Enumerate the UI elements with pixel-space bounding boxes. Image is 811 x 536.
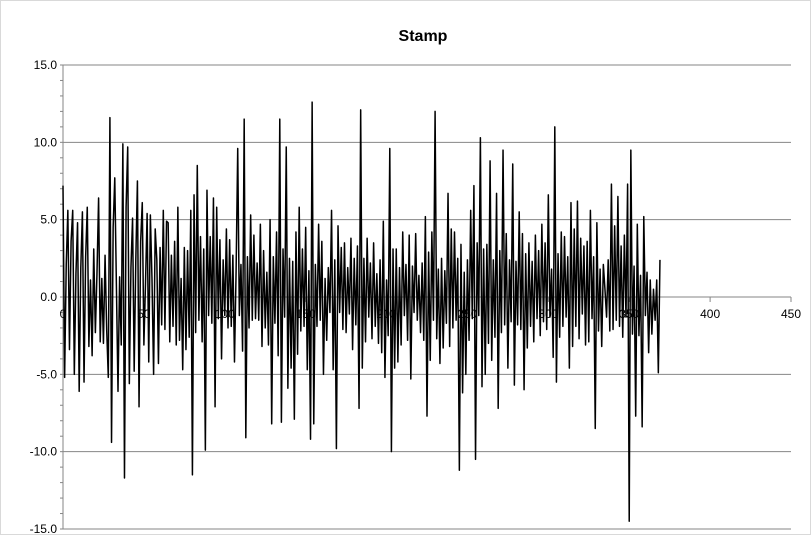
series-line-1 xyxy=(62,101,661,523)
chart-title: Stamp xyxy=(399,28,448,45)
x-tick-label: 450 xyxy=(781,307,801,321)
series-layer xyxy=(62,101,661,523)
x-tick-label: 300 xyxy=(538,307,558,321)
x-tick-label: 250 xyxy=(457,307,477,321)
y-tick-label: 15.0 xyxy=(34,58,58,72)
x-tick-label: 150 xyxy=(296,307,316,321)
x-tick-label: 350 xyxy=(619,307,639,321)
x-tick-label: 50 xyxy=(137,307,151,321)
y-tick-label: -15.0 xyxy=(30,522,58,536)
y-tick-label: -10.0 xyxy=(30,445,58,459)
tick-labels: 15.0 10.0 5.0 0.0 -5.0 -10.0 -15.0 0 50 100 150 200… xyxy=(30,58,802,536)
x-tick-label: 0 xyxy=(60,307,67,321)
y-tick-label: 10.0 xyxy=(34,135,58,149)
y-tick-label: 5.0 xyxy=(40,213,57,227)
y-tick-label: -5.0 xyxy=(36,367,57,381)
x-tick-label: 200 xyxy=(377,307,397,321)
y-tick-label: 0.0 xyxy=(40,290,57,304)
x-tick-label: 400 xyxy=(700,307,720,321)
x-tick-label: 100 xyxy=(215,307,235,321)
